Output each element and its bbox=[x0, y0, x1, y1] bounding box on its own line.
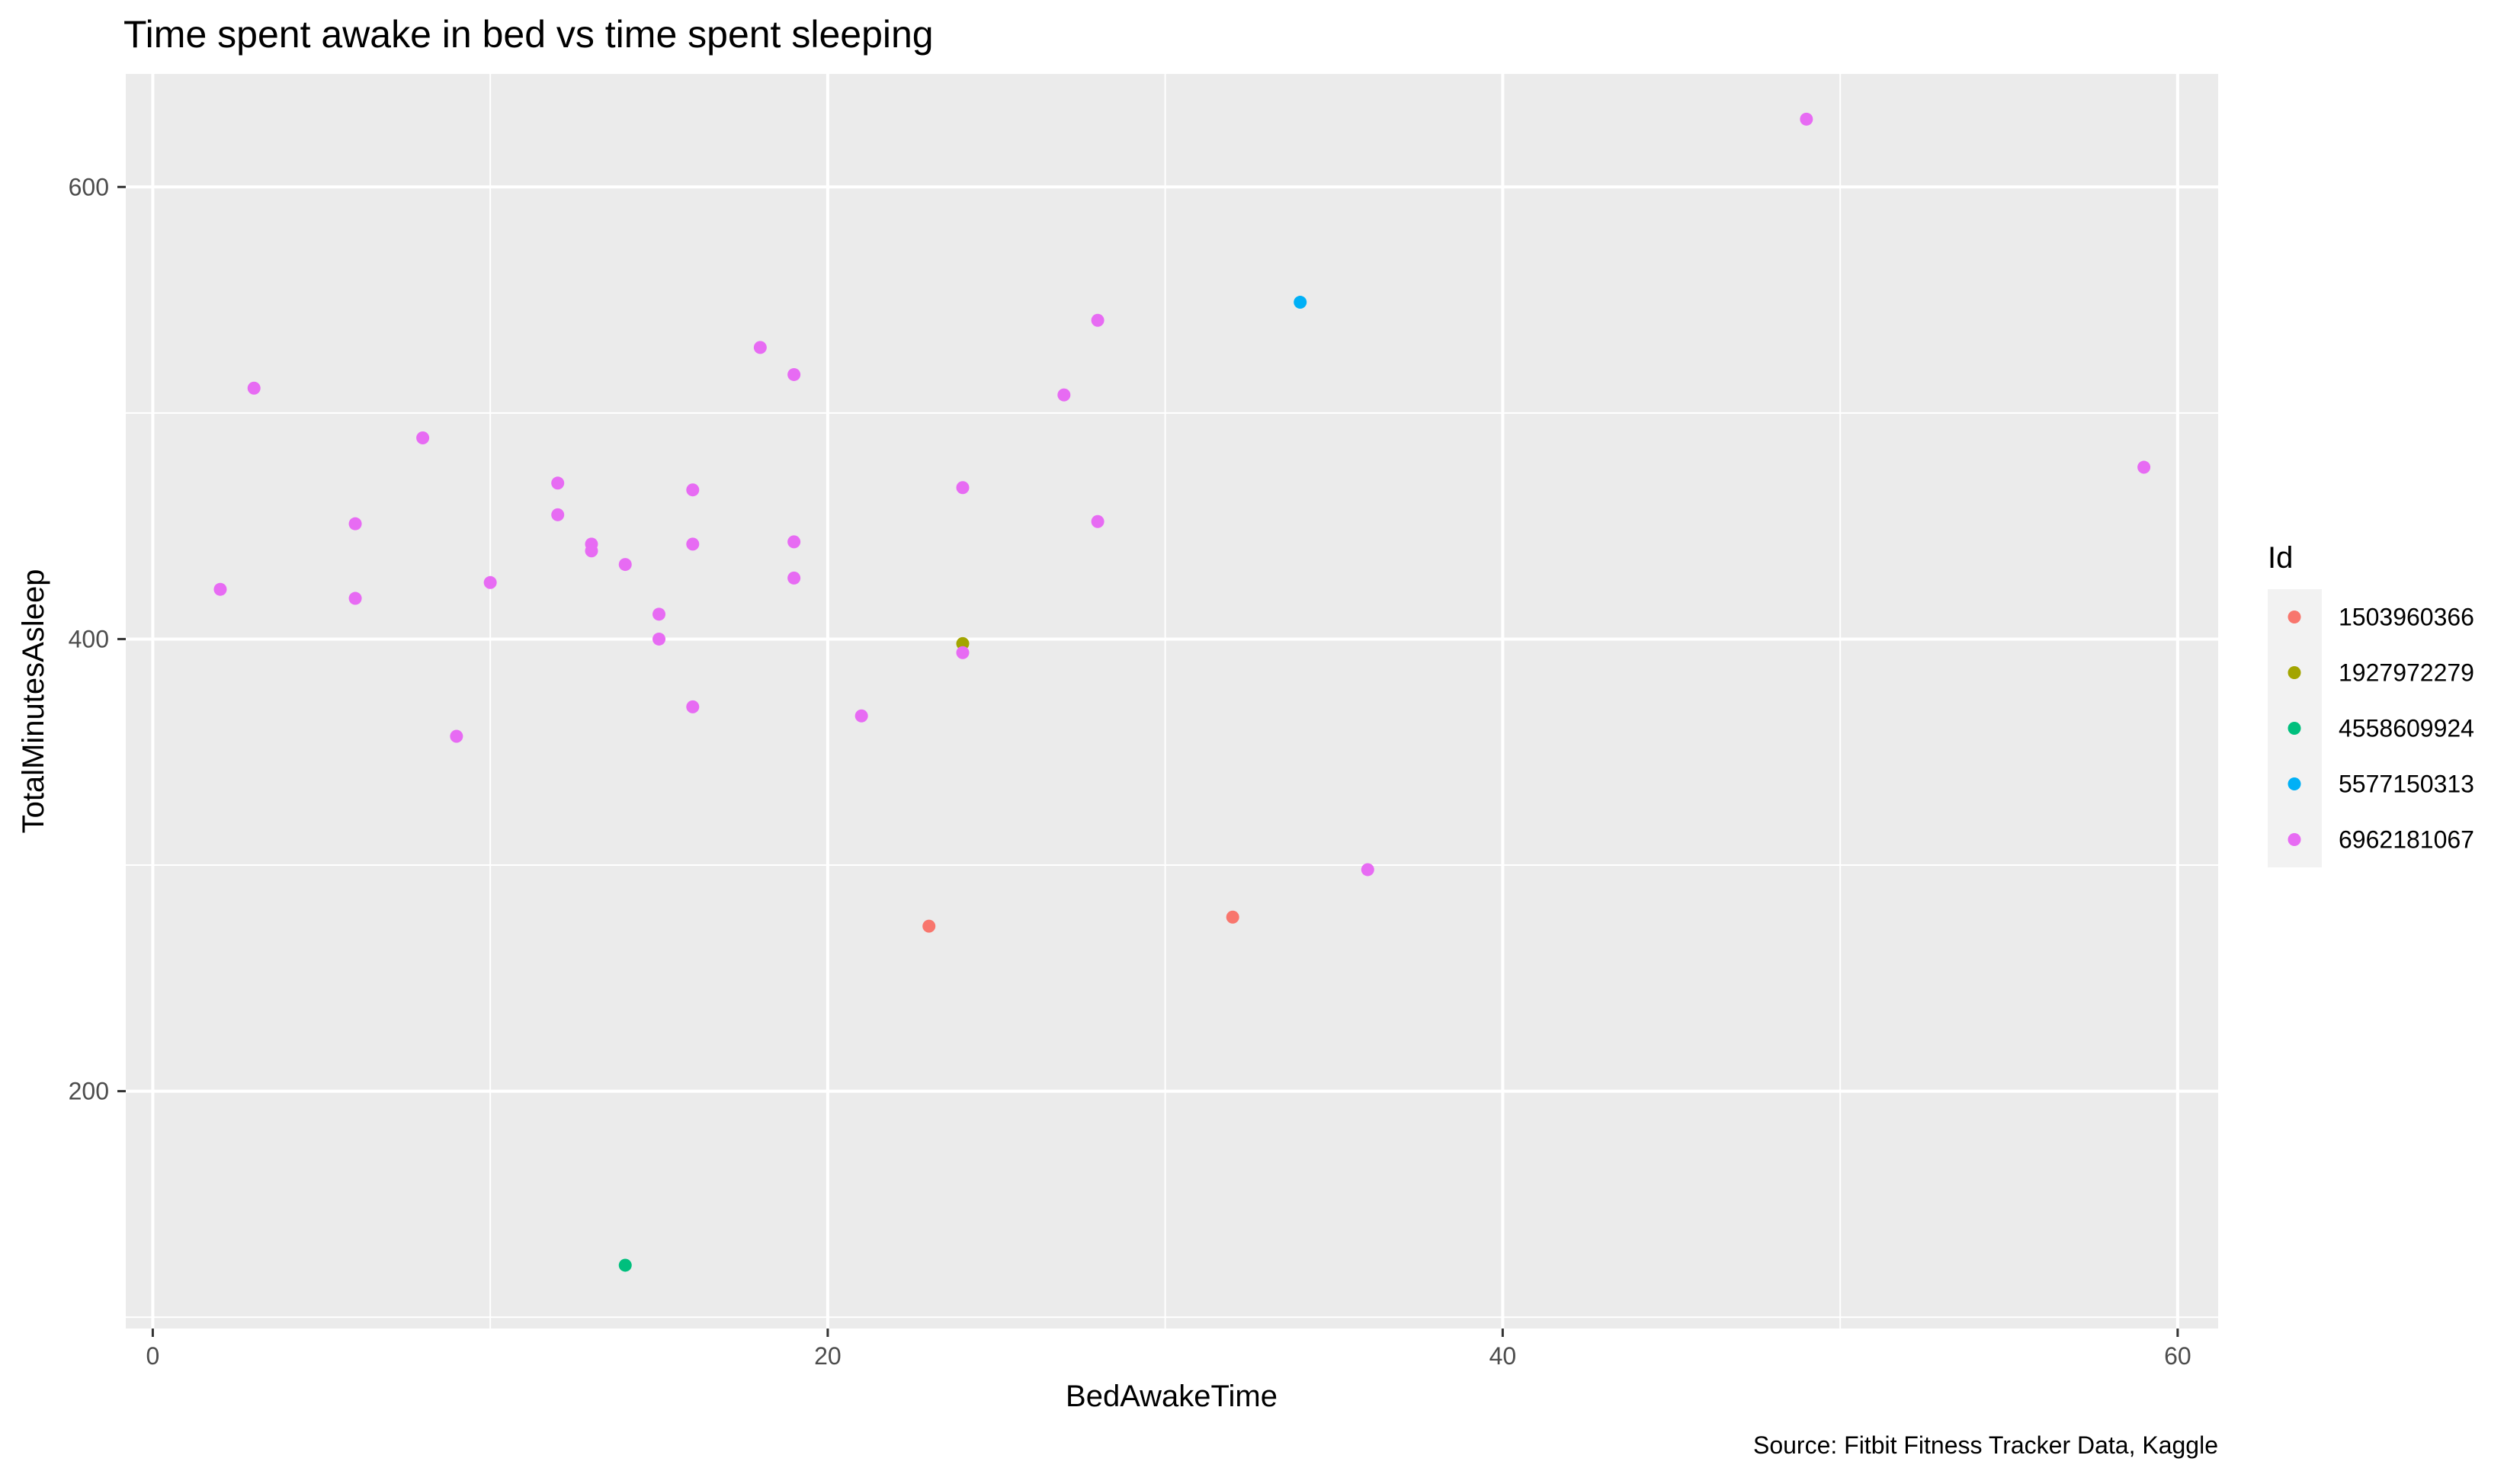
data-point bbox=[652, 607, 666, 621]
data-point bbox=[348, 591, 362, 605]
data-point bbox=[652, 632, 666, 646]
legend-label: 1503960366 bbox=[2339, 604, 2474, 631]
grid-minor bbox=[126, 74, 2218, 1329]
x-tick-label: 0 bbox=[146, 1342, 160, 1370]
y-axis-title: TotalMinutesAsleep bbox=[17, 569, 50, 834]
data-point bbox=[585, 544, 598, 558]
data-point bbox=[1091, 313, 1105, 327]
data-point bbox=[956, 636, 970, 650]
legend: Id 1503960366 1927972279 4558609924 5577150… bbox=[2268, 541, 2474, 867]
data-point bbox=[348, 517, 362, 530]
legend-label: 4558609924 bbox=[2339, 715, 2474, 742]
data-point bbox=[787, 571, 801, 585]
x-tick-label: 40 bbox=[1489, 1342, 1517, 1370]
data-point bbox=[1361, 863, 1374, 877]
chart-title: Time spent awake in bed vs time spent sl… bbox=[123, 13, 934, 56]
data-point bbox=[956, 481, 970, 495]
data-point bbox=[483, 575, 497, 589]
legend-key bbox=[2288, 777, 2301, 790]
data-point bbox=[686, 537, 700, 551]
legend-label: 1927972279 bbox=[2339, 659, 2474, 687]
data-point bbox=[854, 709, 868, 723]
data-point bbox=[1226, 910, 1239, 924]
data-point bbox=[956, 646, 970, 659]
legend-title: Id bbox=[2268, 541, 2293, 575]
data-point bbox=[247, 381, 261, 395]
data-point bbox=[618, 558, 632, 572]
legend-key bbox=[2288, 666, 2301, 679]
chart-caption: Source: Fitbit Fitness Tracker Data, Kag… bbox=[1753, 1431, 2218, 1459]
legend-key bbox=[2288, 611, 2301, 623]
data-point bbox=[551, 508, 565, 521]
data-point bbox=[618, 1258, 632, 1272]
data-point bbox=[416, 431, 430, 444]
data-point bbox=[450, 729, 463, 743]
data-point bbox=[551, 476, 565, 490]
data-point bbox=[213, 582, 227, 596]
data-point bbox=[787, 535, 801, 549]
axis-ticks: 0 20 40 60 200 400 600 bbox=[69, 173, 2191, 1370]
data-point bbox=[686, 700, 700, 713]
data-point bbox=[1091, 514, 1105, 528]
y-tick-label: 200 bbox=[69, 1078, 109, 1105]
data-point bbox=[2137, 460, 2151, 474]
plot-panel bbox=[126, 74, 2218, 1329]
data-point bbox=[1800, 112, 1813, 126]
data-points bbox=[213, 112, 2151, 1272]
data-point bbox=[753, 341, 767, 354]
data-point bbox=[1294, 296, 1307, 309]
grid-major bbox=[126, 74, 2218, 1329]
data-point bbox=[1057, 388, 1071, 402]
legend-key bbox=[2288, 833, 2301, 846]
data-point bbox=[922, 919, 936, 933]
legend-label: 6962181067 bbox=[2339, 826, 2474, 854]
x-tick-label: 20 bbox=[814, 1342, 842, 1370]
data-point bbox=[787, 367, 801, 381]
y-tick-label: 600 bbox=[69, 173, 109, 200]
data-point bbox=[686, 483, 700, 497]
x-axis-title: BedAwakeTime bbox=[1066, 1380, 1278, 1413]
legend-key bbox=[2288, 722, 2301, 735]
legend-label: 5577150313 bbox=[2339, 771, 2474, 798]
x-tick-label: 60 bbox=[2164, 1342, 2191, 1370]
y-tick-label: 400 bbox=[69, 625, 109, 652]
